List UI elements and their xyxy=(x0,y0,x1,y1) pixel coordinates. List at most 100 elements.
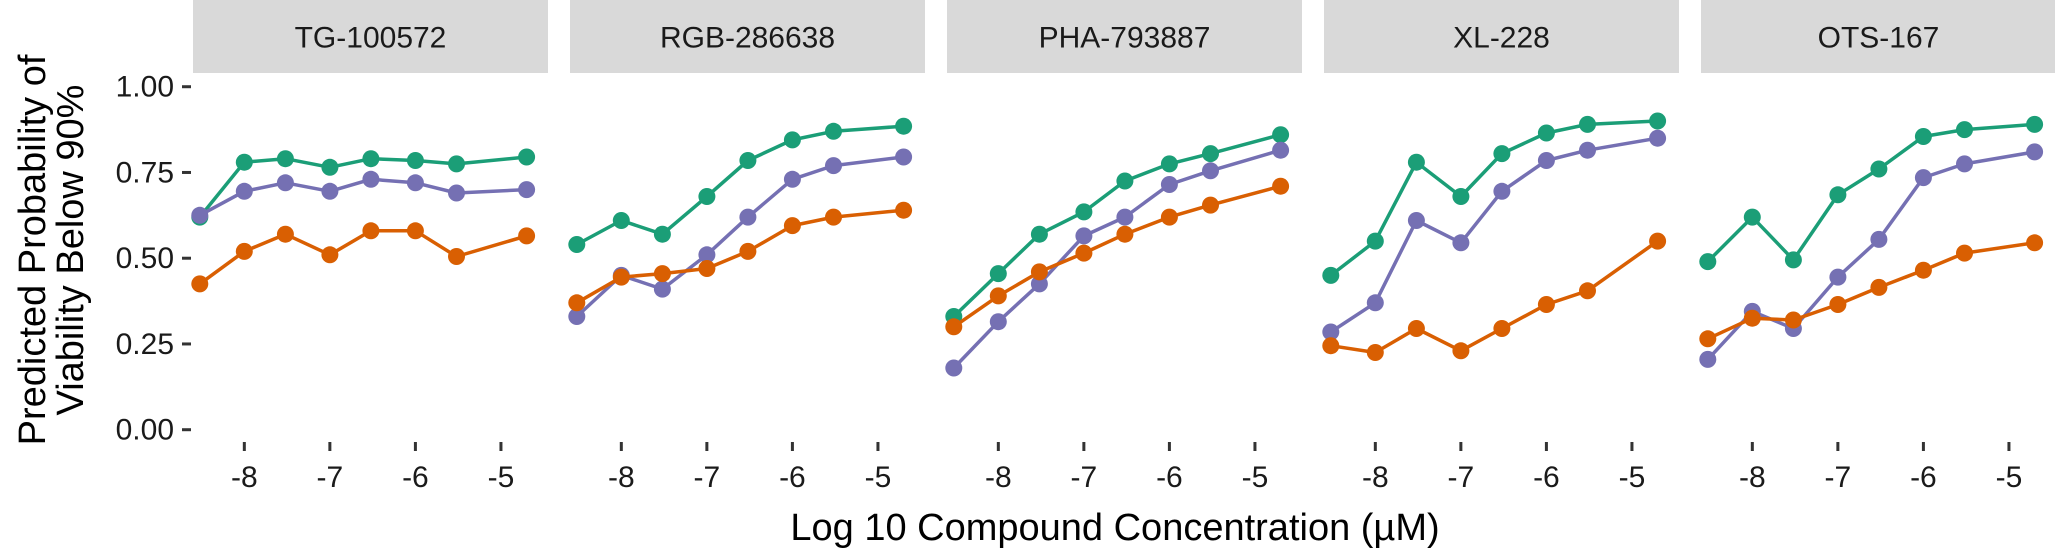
data-point xyxy=(1870,230,1888,248)
data-point xyxy=(653,225,671,243)
data-point xyxy=(895,117,913,135)
data-point xyxy=(739,208,757,226)
series-line xyxy=(952,184,1282,329)
x-tick-label: -8 xyxy=(231,461,258,494)
data-point xyxy=(1116,225,1134,243)
x-tick-label: -6 xyxy=(1910,461,1937,494)
data-point xyxy=(1956,121,1973,139)
data-point xyxy=(1116,208,1134,226)
x-tick-label: -8 xyxy=(1362,461,1389,494)
data-point xyxy=(1493,145,1511,163)
x-tick-label: -7 xyxy=(1071,461,1098,494)
data-point xyxy=(1272,177,1290,195)
data-point xyxy=(825,157,842,175)
facet-panel: PHA-793887 -8 -7 -6 -5 xyxy=(945,0,1302,494)
facet-panel: TG-100572 -8 -7 -6 -5 xyxy=(191,0,548,494)
x-tick-label: -7 xyxy=(317,461,344,494)
y-tick-label: 0.25 xyxy=(116,328,174,361)
data-point xyxy=(235,182,253,200)
y-tick-label: 0.50 xyxy=(116,242,174,275)
data-point xyxy=(276,174,294,192)
y-axis: 0.00 0.25 0.50 0.75 1.00 xyxy=(116,71,191,447)
x-axis-title: Log 10 Compound Concentration (µM) xyxy=(790,507,1439,549)
y-axis-title-line-1: Predicted Probability of xyxy=(12,54,54,445)
data-point xyxy=(1322,323,1340,341)
data-point xyxy=(1784,251,1802,269)
data-point xyxy=(895,201,913,219)
data-point xyxy=(1537,124,1555,142)
data-point xyxy=(1452,188,1470,205)
data-point xyxy=(1030,225,1048,243)
x-tick-label: -5 xyxy=(1242,461,1269,494)
x-tick-label: -5 xyxy=(1996,461,2023,494)
data-point xyxy=(191,206,209,224)
x-tick-label: -6 xyxy=(402,461,429,494)
x-tick-label: -8 xyxy=(608,461,635,494)
facet-strip xyxy=(947,0,1302,73)
x-tick-label: -8 xyxy=(1739,461,1766,494)
data-point xyxy=(448,155,465,173)
data-point xyxy=(1699,330,1717,348)
data-point xyxy=(235,242,253,260)
data-point xyxy=(362,222,380,240)
data-point xyxy=(1537,296,1555,313)
x-tick-label: -6 xyxy=(1533,461,1560,494)
data-point xyxy=(739,152,757,169)
data-point xyxy=(1272,126,1290,144)
data-point xyxy=(1202,162,1219,180)
data-point xyxy=(1075,203,1093,221)
data-point xyxy=(1407,153,1425,171)
data-point xyxy=(1579,141,1596,159)
data-point xyxy=(518,181,536,199)
data-point xyxy=(1829,186,1847,204)
data-point xyxy=(518,227,536,245)
data-point xyxy=(191,275,209,293)
data-point xyxy=(612,212,630,229)
data-point xyxy=(321,158,339,176)
data-point xyxy=(989,313,1007,331)
data-point xyxy=(362,170,380,188)
x-tick-label: -7 xyxy=(694,461,721,494)
data-point xyxy=(698,260,716,277)
data-point xyxy=(568,236,586,253)
data-point xyxy=(1743,309,1761,327)
data-point xyxy=(1493,320,1511,337)
x-tick-label: -5 xyxy=(488,461,515,494)
data-point xyxy=(1075,244,1093,262)
data-point xyxy=(1914,261,1932,279)
data-point xyxy=(448,248,465,265)
data-point xyxy=(321,182,339,200)
data-point xyxy=(1649,112,1667,130)
data-point xyxy=(1743,208,1761,226)
data-point xyxy=(2026,234,2044,252)
y-tick-label: 1.00 xyxy=(116,71,174,104)
data-point xyxy=(1699,350,1717,368)
data-point xyxy=(783,170,801,188)
facet-strip xyxy=(1324,0,1679,73)
data-point xyxy=(783,217,801,235)
x-tick-label: -5 xyxy=(1619,461,1646,494)
data-point xyxy=(1407,320,1425,337)
data-point xyxy=(448,184,465,202)
y-axis-title: Predicted Probability of Viability Below… xyxy=(12,54,92,445)
data-point xyxy=(739,242,757,260)
data-point xyxy=(653,265,671,283)
data-point xyxy=(1366,232,1384,250)
x-tick-label: -7 xyxy=(1825,461,1852,494)
data-point xyxy=(895,148,913,166)
data-point xyxy=(612,268,630,286)
data-point xyxy=(1272,141,1290,159)
facet-strip xyxy=(1701,0,2055,73)
y-tick-label: 0.75 xyxy=(116,156,174,189)
data-point xyxy=(1493,182,1511,200)
x-tick-label: -6 xyxy=(1156,461,1183,494)
data-point xyxy=(1579,282,1596,300)
data-point xyxy=(321,246,339,264)
data-point xyxy=(276,150,294,168)
series-line xyxy=(1706,150,2035,361)
data-point xyxy=(1160,208,1178,226)
data-point xyxy=(1452,234,1470,252)
data-point xyxy=(1407,212,1425,229)
